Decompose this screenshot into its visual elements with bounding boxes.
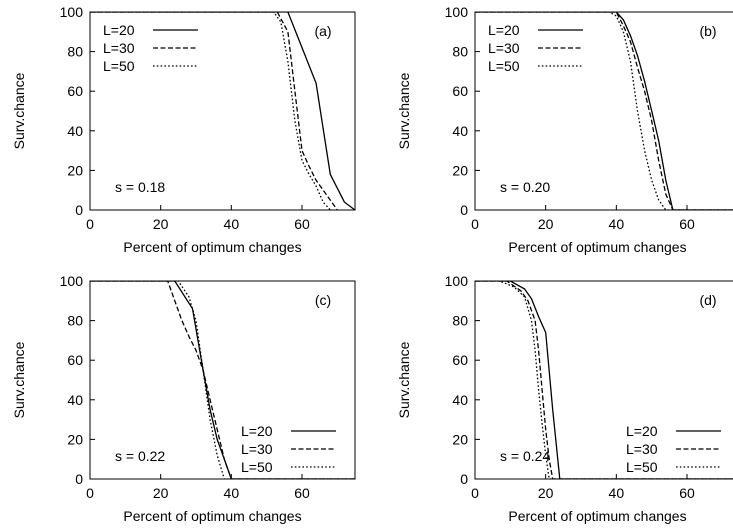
y-tick-label: 0	[460, 202, 468, 218]
y-tick-label: 40	[452, 123, 468, 139]
series-line-l20	[90, 12, 355, 210]
x-tick-label: 40	[609, 485, 625, 501]
y-tick-label: 60	[452, 83, 468, 99]
chart-panel-b: 0 20 40 60 80 100 0 20 40 60 Percent of optimum ch…	[396, 4, 733, 255]
y-tick-label: 80	[452, 313, 468, 329]
panel-label: (d)	[699, 292, 716, 308]
y-tick-label: 60	[452, 352, 468, 368]
y-tick-label: 40	[67, 123, 83, 139]
legend-label: L=20	[488, 22, 520, 38]
y-tick-label: 0	[75, 202, 83, 218]
x-tick-label: 60	[294, 485, 310, 501]
x-tick-label: 60	[294, 216, 310, 232]
panel-label: (c)	[315, 292, 331, 308]
y-axis-label: Surv.chance	[11, 72, 27, 149]
legend-label: L=30	[103, 40, 135, 56]
series-line-l50	[475, 281, 733, 479]
series-line-l20	[475, 12, 733, 210]
y-tick-label: 20	[452, 431, 468, 447]
panel-label: (b)	[699, 23, 716, 39]
legend-label: L=50	[103, 58, 135, 74]
legend-label: L=50	[626, 459, 658, 475]
x-tick-label: 40	[224, 216, 240, 232]
y-tick-label: 20	[67, 162, 83, 178]
x-tick-label: 20	[538, 216, 554, 232]
y-tick-label: 40	[452, 392, 468, 408]
y-tick-label: 100	[445, 273, 469, 289]
series-line-l50	[90, 281, 355, 479]
plot-frame	[89, 280, 356, 480]
series-line-l50	[475, 12, 733, 210]
x-tick-label: 20	[153, 485, 169, 501]
legend-label: L=30	[626, 441, 658, 457]
x-tick-label: 20	[153, 216, 169, 232]
y-tick-label: 20	[452, 162, 468, 178]
legend-label: L=30	[241, 441, 273, 457]
series-line-l20	[475, 281, 733, 479]
legend: L=20 L=30 L=50	[241, 423, 336, 475]
y-tick-label: 0	[460, 471, 468, 487]
annotation-s-value: s = 0.24	[500, 448, 550, 464]
y-tick-label: 0	[75, 471, 83, 487]
x-axis-label: Percent of optimum changes	[123, 508, 301, 524]
y-tick-label: 100	[60, 273, 84, 289]
legend: L=20 L=30 L=50	[488, 22, 583, 74]
legend-label: L=50	[241, 459, 273, 475]
legend-label: L=20	[241, 423, 273, 439]
y-tick-label: 100	[60, 4, 84, 20]
x-tick-label: 60	[679, 485, 695, 501]
chart-panel-d: 0 20 40 60 80 100 0 20 40 60 Percent of optimum ch…	[396, 273, 733, 524]
legend-label: L=20	[103, 22, 135, 38]
y-tick-label: 100	[445, 4, 469, 20]
x-tick-label: 0	[471, 485, 479, 501]
series-line-l50	[90, 12, 331, 210]
annotation-s-value: s = 0.20	[500, 179, 550, 195]
panel-label: (a)	[314, 23, 331, 39]
x-tick-label: 20	[538, 485, 554, 501]
y-tick-label: 20	[67, 431, 83, 447]
x-tick-label: 40	[609, 216, 625, 232]
annotation-s-value: s = 0.18	[115, 179, 165, 195]
legend: L=20 L=30 L=50	[103, 22, 198, 74]
y-tick-label: 60	[67, 83, 83, 99]
y-tick-label: 80	[67, 313, 83, 329]
y-tick-label: 80	[67, 44, 83, 60]
legend-label: L=20	[626, 423, 658, 439]
x-tick-label: 40	[224, 485, 240, 501]
chart-panel-a: 0 20 40 60 80 100 0 20 40 60 Percent of optimum ch…	[11, 4, 356, 255]
y-axis-label: Surv.chance	[396, 341, 412, 418]
x-tick-label: 0	[471, 216, 479, 232]
series-line-l30	[90, 12, 338, 210]
x-tick-label: 60	[679, 216, 695, 232]
y-axis-label: Surv.chance	[11, 341, 27, 418]
x-axis-label: Percent of optimum changes	[508, 508, 686, 524]
y-tick-label: 40	[67, 392, 83, 408]
x-axis-label: Percent of optimum changes	[123, 239, 301, 255]
x-tick-label: 0	[86, 485, 94, 501]
series-line-l30	[475, 281, 733, 479]
x-tick-label: 0	[86, 216, 94, 232]
series-line-l30	[475, 12, 733, 210]
annotation-s-value: s = 0.22	[115, 448, 165, 464]
y-axis-label: Surv.chance	[396, 72, 412, 149]
x-axis-label: Percent of optimum changes	[508, 239, 686, 255]
legend: L=20 L=30 L=50	[626, 423, 721, 475]
legend-label: L=30	[488, 40, 520, 56]
y-tick-label: 60	[67, 352, 83, 368]
legend-label: L=50	[488, 58, 520, 74]
y-tick-label: 80	[452, 44, 468, 60]
chart-panel-c: 0 20 40 60 80 100 0 20 40 60 Percent of optimum ch…	[11, 273, 356, 524]
